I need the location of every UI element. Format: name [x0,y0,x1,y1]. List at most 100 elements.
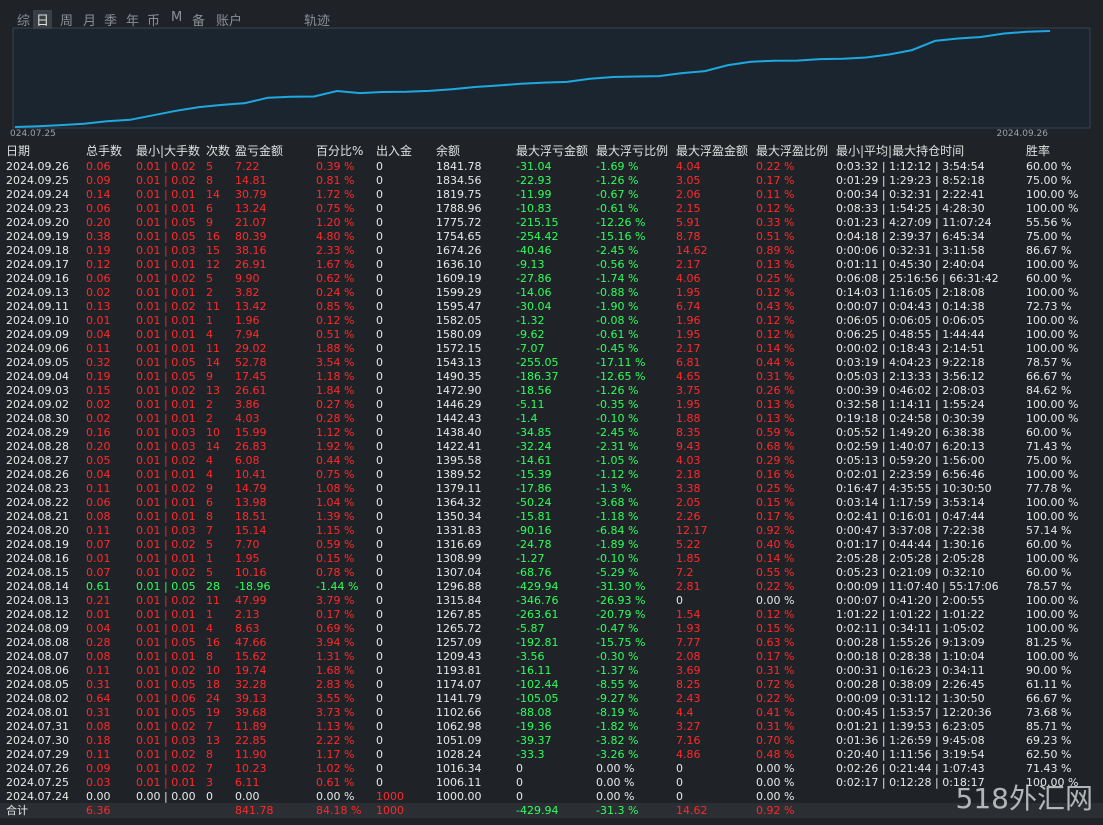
table-cell: 0.61 % [316,776,355,789]
table-cell: 100.00 % [1026,286,1079,299]
table-cell: 0.19 [86,370,111,383]
table-cell: 1316.69 [436,538,482,551]
table-cell: 78.57 % [1026,580,1072,593]
tab[interactable]: 日 [33,10,53,29]
table-cell: 0.14 % [756,342,795,355]
table-cell: 2024.07.24 [6,790,69,803]
table-cell: 0.06 [86,202,111,215]
table-cell: -1.26 % [596,384,639,397]
table-cell: -30.04 [516,300,552,313]
table-cell: 0:00:09 | 11:07:40 | 55:17:06 [836,580,999,593]
table-cell: 2024.09.03 [6,384,69,397]
table-cell: 13.42 [235,300,267,313]
table-cell: 0.44 % [756,356,795,369]
table-cell: 1.31 % [316,650,355,663]
table-cell: -11.99 [516,188,552,201]
table-cell: 0.01 | 0.05 [136,580,196,593]
table-cell: 1.20 % [316,216,355,229]
table-cell: 4.80 % [316,230,355,243]
table-cell: 100.00 % [1026,412,1079,425]
table-cell: 0.01 | 0.03 [136,524,196,537]
table-cell: 1102.66 [436,706,482,719]
tab[interactable]: 年 [126,14,140,29]
table-cell: -34.85 [516,426,552,439]
table-cell: 0.26 % [756,384,795,397]
table-cell: 8.78 [676,230,701,243]
table-cell: 14 [206,356,220,369]
tab[interactable]: M [171,10,183,25]
table-cell: -3.26 % [596,748,639,761]
table-cell: 2:05:28 | 2:05:28 | 2:05:28 [836,552,985,565]
column-header: 盈亏金额 [235,144,284,158]
table-cell: 0 [376,216,383,229]
table-cell: 9.43 [676,440,701,453]
table-cell: 6 [206,202,213,215]
table-cell: 0.78 % [316,566,355,579]
table-cell: 4.04 [676,160,701,173]
table-cell: 0 [376,384,383,397]
table-cell: 100.00 % [1026,496,1079,509]
table-cell: 28 [206,580,220,593]
table-cell: 0.22 % [756,580,795,593]
table-cell: 81.25 % [1026,636,1072,649]
tab[interactable]: 备 [192,14,206,29]
table-cell: 1.12 % [316,426,355,439]
table-cell: 0.00 % [756,762,795,775]
table-cell: 0:02:26 | 0:21:44 | 1:07:43 [836,762,985,775]
table-cell: 0.01 | 0.02 [136,538,196,551]
table-cell: 100.00 % [1026,188,1079,201]
table-cell: 0:01:17 | 0:44:44 | 1:30:16 [836,538,985,551]
table-cell: 1:01:22 | 1:01:22 | 1:01:22 [836,608,985,621]
table-cell: 1141.79 [436,692,482,705]
table-cell: 7.94 [235,328,260,341]
table-cell: 1331.83 [436,524,482,537]
table-cell: 1422.41 [436,440,482,453]
table-cell: 1841.78 [436,160,482,173]
tab[interactable]: 月 [83,14,97,29]
table-cell: 1580.09 [436,328,482,341]
table-cell: 0.27 % [316,398,355,411]
table-cell: 78.57 % [1026,356,1072,369]
table-cell: 0.11 [86,664,111,677]
table-cell: 0.00 % [596,762,635,775]
table-cell: -0.35 % [596,398,639,411]
table-cell: 2024.09.13 [6,286,69,299]
table-cell: 12 [206,258,220,271]
table-cell: 71.43 % [1026,762,1072,775]
table-cell: 26.83 [235,440,267,453]
table-cell: 0.01 | 0.01 [136,776,196,789]
table-cell: 4 [206,468,213,481]
table-cell: 4.65 [676,370,701,383]
table-cell: -2.45 % [596,244,639,257]
table-cell: 2024.08.30 [6,412,69,425]
table-cell: 4.86 [676,748,701,761]
table-cell: 0 [376,314,383,327]
table-cell: 7.22 [235,160,260,173]
tab[interactable]: 币 [147,14,161,29]
tab[interactable]: 周 [60,14,74,29]
table-cell: 0.01 | 0.01 [136,650,196,663]
table-cell: 0 [676,790,683,803]
table-cell: 2024.08.21 [6,510,69,523]
tab[interactable]: 账户 [216,14,243,29]
table-cell: 0.89 % [756,244,795,257]
tab[interactable]: 轨迹 [304,14,331,29]
table-cell: 0:00:07 | 0:04:43 | 0:14:38 [836,300,985,313]
table-cell: 69.23 % [1026,734,1072,747]
table-cell: 10.16 [235,566,267,579]
table-cell: 0.41 % [756,706,795,719]
table-cell: 2 [206,398,213,411]
table-cell: 8.25 [676,678,701,691]
column-header: 最大浮亏比例 [596,144,669,158]
tab[interactable]: 季 [104,14,118,29]
tab[interactable]: 综 [17,14,31,29]
table-cell: 1788.96 [436,202,482,215]
table-cell: -3.56 [516,650,545,663]
table-cell: 1257.09 [436,636,482,649]
table-cell: 1296.88 [436,580,482,593]
table-cell: 0 [376,538,383,551]
table-cell: 39.13 [235,692,267,705]
table-cell: 0.01 | 0.01 [136,314,196,327]
table-cell: 0.05 [86,454,111,467]
table-cell: 1051.09 [436,734,482,747]
